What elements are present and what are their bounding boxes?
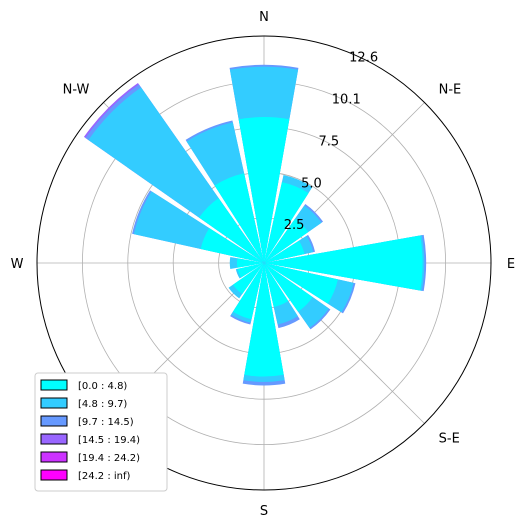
- legend-swatch-2: [40, 415, 68, 427]
- legend-swatch-5: [40, 469, 68, 481]
- outer-circle: [36, 35, 492, 491]
- bar-dir-4-bin-0: [264, 235, 423, 291]
- radial-tick-label-3: 10.1: [332, 92, 361, 107]
- wind-rose-bars: [83, 64, 427, 386]
- direction-label-n-e: N-E: [439, 82, 462, 97]
- bar-dir-0-bin-0: [238, 117, 290, 263]
- direction-label-w: W: [11, 257, 24, 272]
- legend-label-0: [0.0 : 4.8): [78, 381, 127, 392]
- direction-label-s: S: [260, 504, 268, 519]
- direction-label-n: N: [259, 10, 269, 25]
- radial-tick-label-4: 12.6: [349, 50, 378, 65]
- legend-label-1: [4.8 : 9.7): [78, 399, 127, 410]
- radial-tick-label-1: 5.0: [301, 176, 322, 191]
- direction-label-n-w: N-W: [63, 82, 90, 97]
- bar-dir-8-bin-0: [244, 263, 284, 377]
- legend-label-5: [24.2 : inf): [78, 471, 131, 482]
- legend-swatch-4: [40, 451, 68, 463]
- bar-dir-2-bin-0: [264, 218, 309, 263]
- legend-frame: [34, 372, 168, 492]
- legend-label-3: [14.5 : 19.4): [78, 435, 140, 446]
- bar-dir-5-bin-0: [264, 263, 338, 304]
- direction-label-s-e: S-E: [439, 432, 460, 447]
- bar-dir-12-bin-0: [236, 258, 264, 268]
- bar-dir-3-bin-0: [264, 240, 305, 263]
- legend-label-4: [19.4 : 24.2): [78, 453, 140, 464]
- radial-tick-label-0: 2.5: [284, 218, 305, 233]
- bar-dir-6-bin-0: [264, 263, 313, 312]
- bar-dir-10-bin-0: [233, 263, 264, 294]
- radial-tick-label-2: 7.5: [319, 134, 340, 149]
- direction-label-e: E: [507, 257, 515, 272]
- legend-swatch-0: [40, 379, 68, 391]
- outer-frame: [36, 35, 492, 491]
- bar-dir-15-bin-0: [214, 173, 264, 263]
- legend: [0.0 : 4.8) [4.8 : 9.7) [9.7 : 14.5) [14.5 …: [34, 372, 168, 492]
- bar-dir-13-bin-0: [200, 228, 264, 263]
- bar-dir-1-bin-0: [264, 182, 309, 263]
- bar-dir-9-bin-0: [233, 263, 264, 320]
- bar-dir-7-bin-0: [264, 263, 289, 307]
- bar-dir-11-bin-0: [237, 263, 264, 278]
- legend-swatch-3: [40, 433, 68, 445]
- legend-swatch-1: [40, 397, 68, 409]
- bar-dir-14-bin-0: [199, 198, 264, 263]
- legend-label-2: [9.7 : 14.5): [78, 417, 134, 428]
